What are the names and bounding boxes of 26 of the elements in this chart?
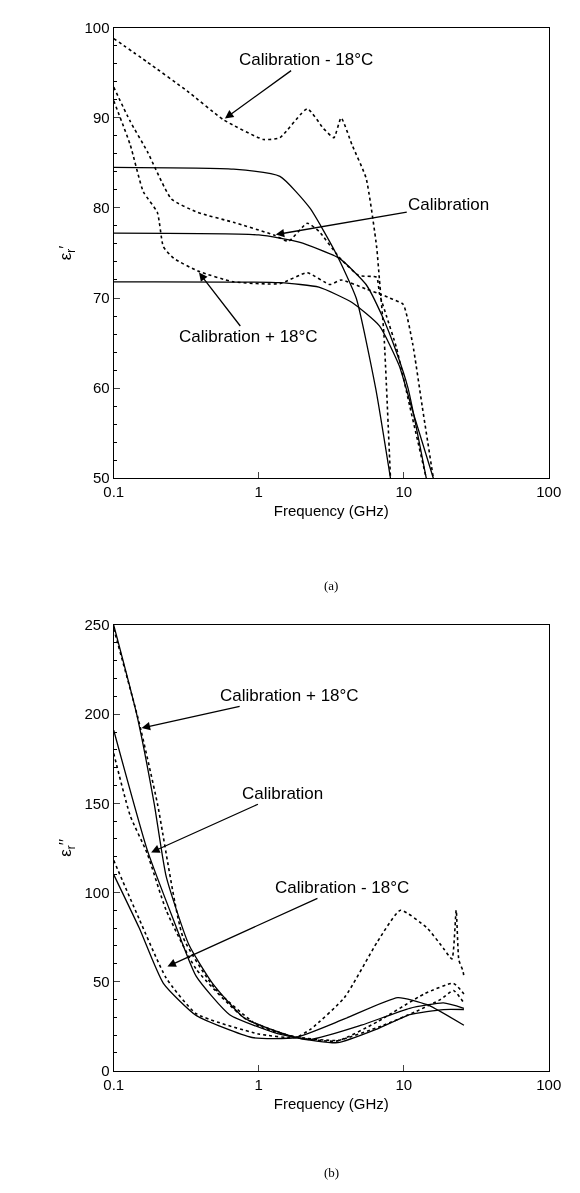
y-tick-label: 100	[84, 18, 110, 36]
y-tick-label: 100	[84, 883, 110, 901]
x-tick-label: 100	[536, 1075, 562, 1093]
annotation: Calibration - 18°C	[275, 878, 410, 897]
y-tick-label: 250	[84, 616, 110, 634]
text: (b)	[324, 1165, 340, 1180]
annotation: Calibration	[408, 195, 490, 214]
annotation: Calibration - 18°C	[239, 50, 374, 69]
text: (a)	[324, 578, 339, 593]
x-axis-title: Frequency (GHz)	[273, 502, 389, 520]
annotation: Calibration + 18°C	[220, 686, 359, 705]
y-tick-label: 150	[84, 794, 110, 812]
x-tick-label: 1	[254, 1075, 263, 1093]
x-axis-title: Frequency (GHz)	[273, 1094, 389, 1112]
y-tick-label: 50	[92, 972, 110, 990]
y-tick-label: 200	[84, 705, 110, 723]
annotation: Calibration	[242, 784, 324, 803]
annotation: Calibration + 18°C	[179, 327, 318, 346]
x-tick-label: 1	[254, 483, 263, 501]
y-tick-label: 70	[92, 289, 110, 307]
x-tick-label: 10	[395, 483, 413, 501]
x-tick-label: 10	[395, 1075, 413, 1093]
y-tick-label: 80	[92, 199, 110, 217]
y-tick-label: 60	[92, 379, 110, 397]
y-tick-label: 90	[92, 109, 110, 127]
x-tick-label: 100	[536, 483, 562, 501]
